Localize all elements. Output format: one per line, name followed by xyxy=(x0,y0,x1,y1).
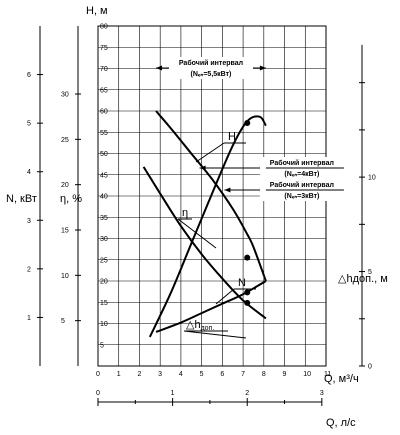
head-tick-label: 75 xyxy=(100,45,108,52)
head-tick-label: 40 xyxy=(100,194,108,201)
efficiency-tick-label: 10 xyxy=(61,273,69,280)
flow-m3h-tick-label: 4 xyxy=(179,371,183,378)
flow-ls-axis-title: Q, л/с xyxy=(326,417,356,429)
left-axes: 1 2 3 4 5 6 5 10 15 20 25 30 xyxy=(27,26,81,366)
flow-m3h-tick-label: 5 xyxy=(200,371,204,378)
efficiency-tick-label: 20 xyxy=(61,182,69,189)
head-tick-label: 30 xyxy=(100,236,108,243)
curve-label-leader xyxy=(215,288,235,305)
series-marker xyxy=(244,254,251,261)
flow-m3h-tick-label: 3 xyxy=(158,371,162,378)
flow-m3h-tick-label: 8 xyxy=(262,371,266,378)
power-tick-label: 4 xyxy=(27,169,31,176)
head-tick-label: 70 xyxy=(100,66,108,73)
efficiency-tick-label: 5 xyxy=(61,318,65,325)
head-tick-label: 55 xyxy=(100,130,108,137)
flow-m3h-tick-label: 7 xyxy=(241,371,245,378)
flow-m3h-tick-label: 0 xyxy=(96,371,100,378)
head-tick-label: 10 xyxy=(100,321,108,328)
npsh-tick-label: 5 xyxy=(368,269,372,276)
head-tick-label: 45 xyxy=(100,172,108,179)
head-tick-label: 20 xyxy=(100,279,108,286)
flow-axes: 0 1 2 3 4 5 6 7 8 9 10 11 0 1 2 3 xyxy=(96,371,331,406)
interval-label-top: Рабочий интервал xyxy=(270,181,334,189)
flow-ls-tick-label: 3 xyxy=(320,390,324,397)
head-tick-label: 65 xyxy=(100,87,108,94)
curve-label: N xyxy=(238,277,246,289)
interval-label-top: Рабочий интервал xyxy=(179,59,243,67)
interval-label-bottom: (Nₑₙ=5,5кВт) xyxy=(191,71,232,78)
interval-label-box xyxy=(168,57,253,79)
head-tick-label: 25 xyxy=(100,257,108,264)
power-tick-label: 6 xyxy=(27,72,31,79)
efficiency-tick-label: 30 xyxy=(61,92,69,99)
head-axis-ticks: 5 10 15 20 25 30 35 40 45 50 55 60 65 70 75 80 xyxy=(100,24,108,350)
npsh-tick-label: 10 xyxy=(368,175,376,182)
efficiency-tick-label: 15 xyxy=(61,228,69,235)
head-tick-label: 5 xyxy=(100,342,104,349)
power-axis-title: N, кВт xyxy=(6,193,37,205)
efficiency-tick-label: 25 xyxy=(61,137,69,144)
npsh-axis-title: △hдоп., м xyxy=(338,273,388,285)
interval-label-top: Рабочий интервал xyxy=(270,159,334,167)
power-tick-label: 5 xyxy=(27,121,31,128)
performance-curves xyxy=(142,110,267,338)
npsh-axis: 0 5 10 xyxy=(359,44,376,371)
curve-label: △hдоп. xyxy=(186,319,214,332)
curve-label: η xyxy=(182,207,188,219)
curve-labels: Hη N △hдоп. xyxy=(177,131,256,339)
flow-m3h-tick-label: 9 xyxy=(283,371,287,378)
curve-label-leader xyxy=(183,330,247,339)
flow-m3h-axis-title: Q, м³/ч xyxy=(324,373,359,385)
flow-ls-tick-label: 1 xyxy=(171,390,175,397)
series-line xyxy=(148,115,267,338)
interval-arrowhead xyxy=(224,187,231,193)
flow-ls-tick-label: 2 xyxy=(245,390,249,397)
power-tick-label: 1 xyxy=(27,315,31,322)
interval-label-bottom: (Nₑₙ=4кВт) xyxy=(284,171,319,178)
chart-grid xyxy=(97,25,327,367)
working-interval-annotations: Рабочий интервал (Nₑₙ=5,5кВт) Рабочий инте… xyxy=(156,57,344,201)
series-marker xyxy=(244,299,251,306)
npsh-tick-label: 0 xyxy=(368,364,372,371)
head-tick-label: 60 xyxy=(100,109,108,116)
flow-m3h-tick-label: 11 xyxy=(324,371,331,378)
head-axis-title: H, м xyxy=(86,5,108,17)
head-tick-label: 15 xyxy=(100,300,108,307)
flow-m3h-tick-label: 10 xyxy=(303,371,311,378)
head-tick-label: 35 xyxy=(100,215,108,222)
series-line xyxy=(142,166,267,320)
flow-m3h-tick-label: 1 xyxy=(117,371,121,378)
flow-ls-tick-label: 0 xyxy=(96,390,100,397)
interval-arrowhead xyxy=(259,65,266,71)
head-tick-label: 80 xyxy=(100,24,108,31)
interval-arrowhead xyxy=(156,65,163,71)
interval-label-bottom: (Nₑₙ=3кВт) xyxy=(284,193,319,200)
series-marker xyxy=(244,120,251,127)
efficiency-axis-title: η, % xyxy=(60,193,82,205)
series-line xyxy=(155,110,267,282)
power-tick-label: 3 xyxy=(27,218,31,225)
flow-m3h-tick-label: 6 xyxy=(220,371,224,378)
curve-label-leader xyxy=(177,218,217,249)
curve-label: H xyxy=(228,131,236,143)
head-tick-label: 50 xyxy=(100,151,108,158)
power-tick-label: 2 xyxy=(27,266,31,273)
flow-m3h-tick-label: 2 xyxy=(137,371,141,378)
series-marker xyxy=(244,289,251,296)
curve-label-leader xyxy=(195,142,225,163)
